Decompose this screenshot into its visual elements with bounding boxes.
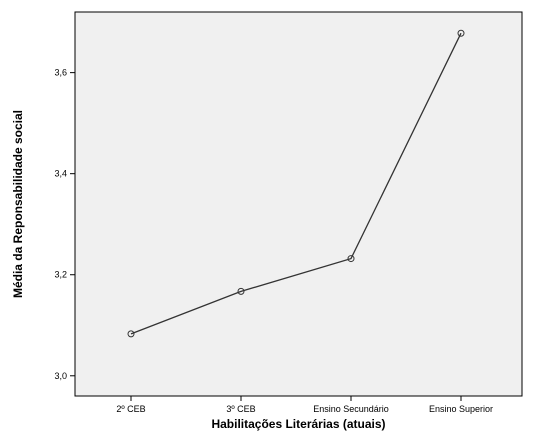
x-tick-label: Ensino Secundário — [313, 404, 389, 414]
data-point — [127, 330, 135, 338]
series-layer — [127, 29, 465, 338]
x-axis: 2º CEB 3º CEB Ensino Secundário Ensino Supe… — [116, 396, 493, 414]
x-axis-title: Habilitações Literárias (atuais) — [211, 417, 385, 431]
data-point — [457, 29, 465, 37]
y-tick-label: 3,6 — [54, 68, 67, 78]
y-tick-label: 3,0 — [54, 371, 67, 381]
y-axis: 3,0 3,2 3,4 3,6 — [54, 68, 75, 381]
x-tick-label: Ensino Superior — [429, 404, 493, 414]
y-tick-label: 3,2 — [54, 270, 67, 280]
y-tick-label: 3,4 — [54, 169, 67, 179]
data-point — [347, 255, 355, 263]
y-axis-title: Média da Reponsabilidade social — [11, 110, 25, 298]
x-tick-label: 2º CEB — [116, 404, 145, 414]
plot-area — [74, 11, 523, 397]
x-tick-label: 3º CEB — [226, 404, 255, 414]
data-point — [237, 287, 245, 295]
series-line — [130, 32, 462, 335]
